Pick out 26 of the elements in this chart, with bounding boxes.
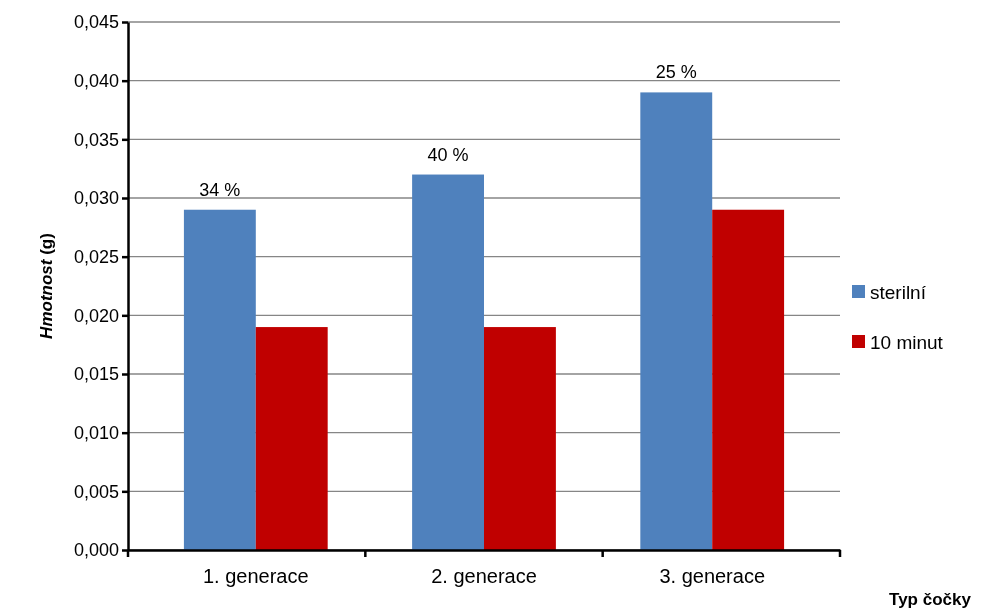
y-tick-label: 0,030 [73,188,119,209]
y-axis-title: Hmotnost (g) [37,233,56,339]
bar [255,327,328,550]
x-tick-label: 2. generace [431,565,537,587]
y-tick-label: 0,025 [73,246,119,267]
annotation: 25 % [655,62,697,83]
y-tick-label: 0,010 [73,422,119,443]
bar [412,174,484,550]
legend-label: 10 minut [870,332,944,353]
bar [712,209,785,550]
x-axis-title: Typ čočky [889,590,972,609]
y-tick-label: 0,000 [73,540,119,561]
x-tick-label: 1. generace [202,565,309,587]
bar [484,327,556,550]
annotation: 34 % [199,179,241,200]
y-tick-label: 0,040 [73,70,119,91]
y-tick-label: 0,015 [73,364,119,385]
y-tick-label: 0,045 [73,12,119,33]
y-tick-label: 0,005 [73,481,119,502]
y-tick-label: 0,020 [73,305,119,326]
x-tick-label: 3. generace [659,565,766,587]
bar [183,209,256,550]
bar [640,92,713,550]
y-tick-label: 0,035 [73,129,119,150]
legend-label: sterilní [870,282,927,303]
annotation: 40 % [427,144,469,165]
